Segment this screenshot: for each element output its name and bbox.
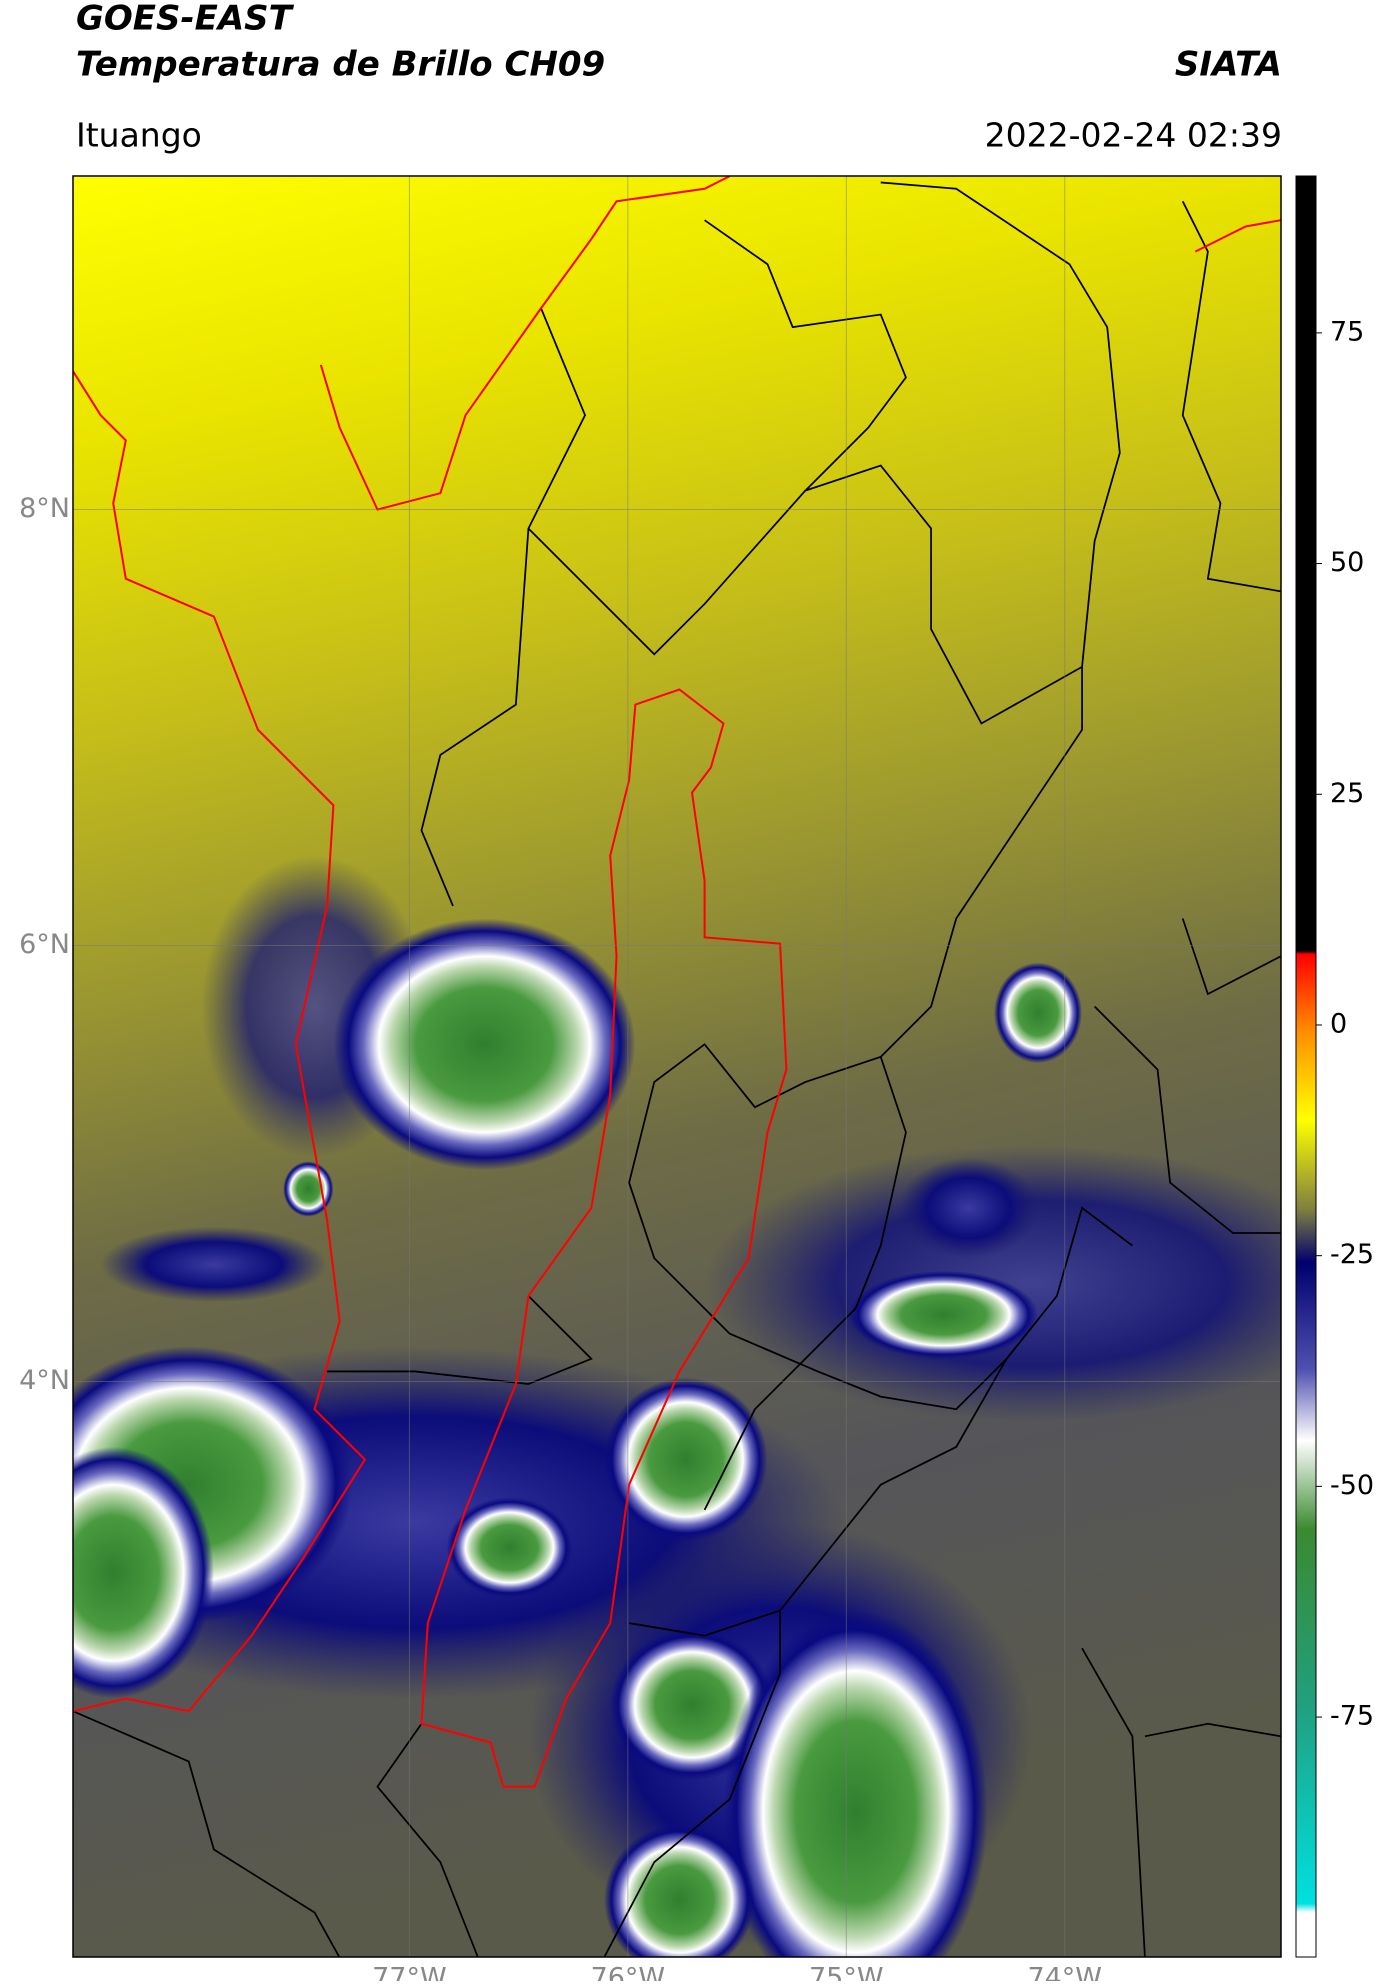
colorbar-tick-label: 50 [1330, 547, 1364, 578]
lon-tick-label: 74°W [1027, 1963, 1102, 1982]
datetime: 2022-02-24 02:39 [985, 116, 1282, 155]
map-image [73, 176, 1281, 1957]
colorbar-tick-label: 75 [1330, 316, 1364, 347]
colorbar-tick-label: -75 [1330, 1701, 1374, 1732]
lon-tick-label: 77°W [372, 1963, 447, 1982]
lon-tick-label: 76°W [591, 1963, 666, 1982]
colorbar-tick-label: 25 [1330, 778, 1364, 809]
colorbar-tick-label: -50 [1330, 1470, 1374, 1501]
lat-tick-label: 6°N [19, 929, 70, 960]
title: GOES-EAST [76, 0, 295, 39]
title: Temperatura de Brillo CH09 [76, 45, 605, 85]
colorbar-tick-label: -25 [1330, 1239, 1374, 1270]
grid [73, 176, 1281, 1957]
source: SIATA [1175, 45, 1282, 85]
lat-tick-label: 4°N [19, 1365, 70, 1396]
lon-tick-label: 75°W [809, 1963, 884, 1982]
colorbar [1295, 175, 1317, 1958]
colorbar-tick-label: 0 [1330, 1008, 1347, 1039]
map-frame [72, 175, 1282, 1958]
lat-tick-label: 8°N [19, 493, 70, 524]
location: Ituango [76, 116, 202, 155]
